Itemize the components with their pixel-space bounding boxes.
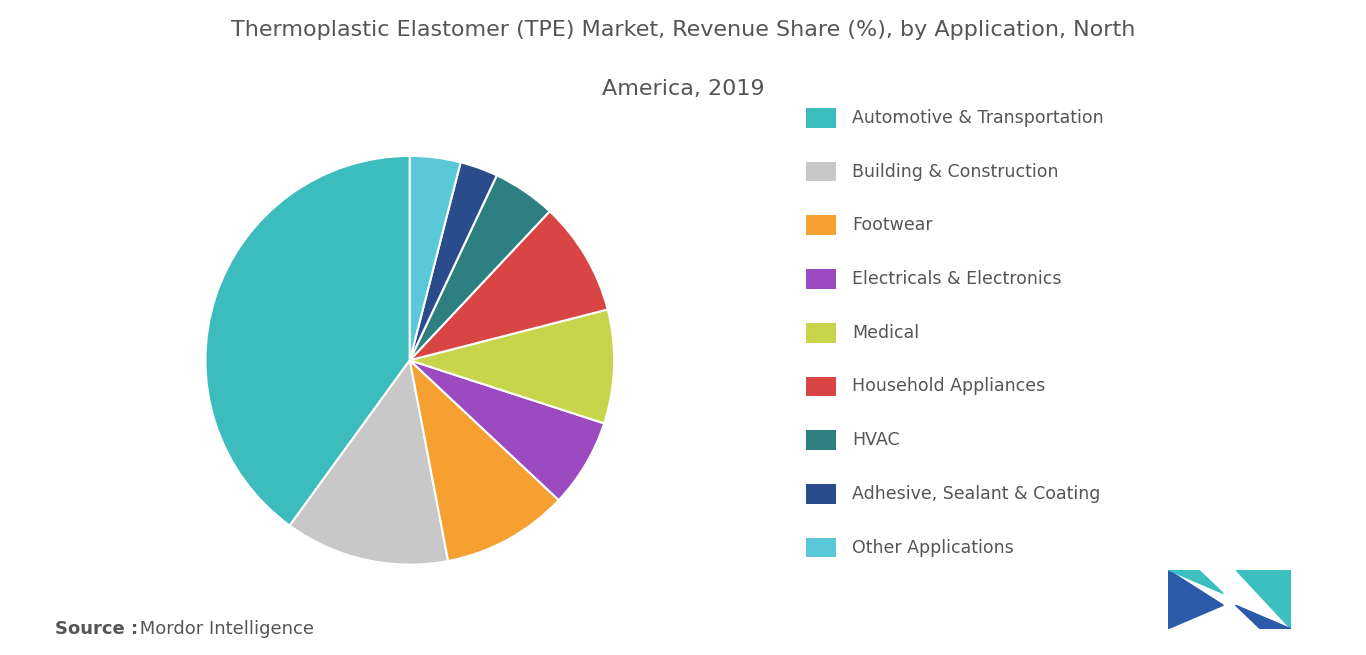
- Text: Building & Construction: Building & Construction: [852, 162, 1059, 181]
- Polygon shape: [1168, 570, 1224, 629]
- Text: Household Appliances: Household Appliances: [852, 377, 1045, 396]
- Text: Footwear: Footwear: [852, 216, 933, 234]
- Wedge shape: [410, 156, 460, 360]
- Wedge shape: [410, 309, 615, 423]
- Text: Automotive & Transportation: Automotive & Transportation: [852, 109, 1104, 127]
- Wedge shape: [410, 162, 497, 360]
- Wedge shape: [410, 176, 549, 360]
- Text: America, 2019: America, 2019: [601, 79, 765, 99]
- Wedge shape: [410, 212, 608, 360]
- Text: Source :: Source :: [55, 620, 138, 638]
- Text: Mordor Intelligence: Mordor Intelligence: [134, 620, 314, 638]
- Wedge shape: [410, 360, 604, 500]
- Polygon shape: [1236, 570, 1291, 629]
- Wedge shape: [205, 156, 410, 525]
- Polygon shape: [1168, 570, 1224, 593]
- Wedge shape: [290, 360, 448, 565]
- Text: Other Applications: Other Applications: [852, 538, 1014, 557]
- Text: Electricals & Electronics: Electricals & Electronics: [852, 270, 1061, 288]
- Polygon shape: [1236, 605, 1291, 629]
- Wedge shape: [410, 360, 559, 561]
- Text: HVAC: HVAC: [852, 431, 900, 449]
- Text: Thermoplastic Elastomer (TPE) Market, Revenue Share (%), by Application, North: Thermoplastic Elastomer (TPE) Market, Re…: [231, 20, 1135, 40]
- Text: Adhesive, Sealant & Coating: Adhesive, Sealant & Coating: [852, 485, 1101, 503]
- Text: Medical: Medical: [852, 324, 919, 342]
